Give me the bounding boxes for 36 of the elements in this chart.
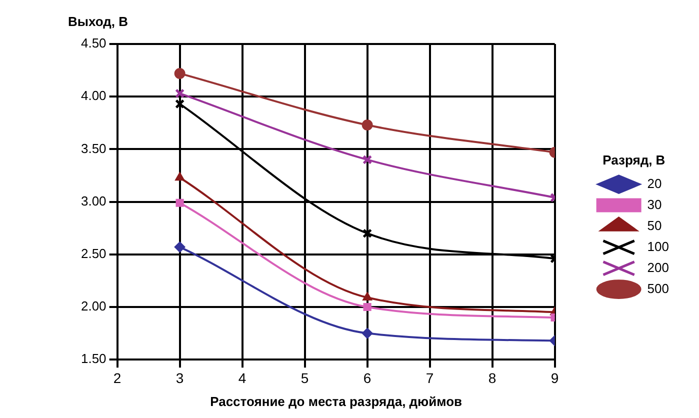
point bbox=[363, 302, 372, 312]
point bbox=[174, 242, 186, 253]
x-tick-label: 9 bbox=[550, 370, 559, 386]
x-tick-label: 6 bbox=[363, 370, 372, 386]
point bbox=[175, 88, 185, 98]
x-tick-label: 5 bbox=[300, 370, 309, 386]
y-tick-label: 2.50 bbox=[80, 246, 106, 261]
legend-label: 20 bbox=[647, 176, 662, 191]
x-axis-title: Расстояние до места разряда, дюймов bbox=[210, 394, 462, 409]
point bbox=[175, 99, 185, 109]
point bbox=[362, 228, 372, 238]
y-tick-label: 2.00 bbox=[80, 298, 106, 314]
x-tick-label: 4 bbox=[238, 370, 246, 386]
x-tick-label: 3 bbox=[176, 370, 184, 386]
legend-label: 50 bbox=[647, 218, 662, 233]
y-tick-label: 1.50 bbox=[80, 351, 106, 366]
x-tick-label: 8 bbox=[488, 370, 496, 386]
y-tick-label: 4.00 bbox=[80, 88, 106, 104]
legend-label: 30 bbox=[647, 196, 662, 212]
x-tick-label: 7 bbox=[426, 370, 434, 386]
point bbox=[362, 120, 373, 131]
legend-label: 500 bbox=[647, 280, 670, 296]
legend-label: 200 bbox=[647, 260, 670, 275]
point bbox=[176, 198, 184, 207]
point bbox=[174, 68, 186, 79]
point bbox=[362, 328, 373, 339]
x-tick-label: 2 bbox=[113, 370, 122, 386]
point bbox=[174, 172, 185, 181]
y-axis-title: Выход, В bbox=[68, 14, 128, 30]
legend-title: Разряд, В bbox=[602, 152, 666, 168]
point bbox=[362, 154, 372, 165]
y-tick-label: 3.50 bbox=[80, 140, 106, 156]
legend-label: 100 bbox=[647, 238, 670, 254]
y-tick-label: 3.00 bbox=[80, 193, 106, 208]
y-tick-label: 4.50 bbox=[80, 36, 106, 51]
point bbox=[362, 292, 372, 301]
